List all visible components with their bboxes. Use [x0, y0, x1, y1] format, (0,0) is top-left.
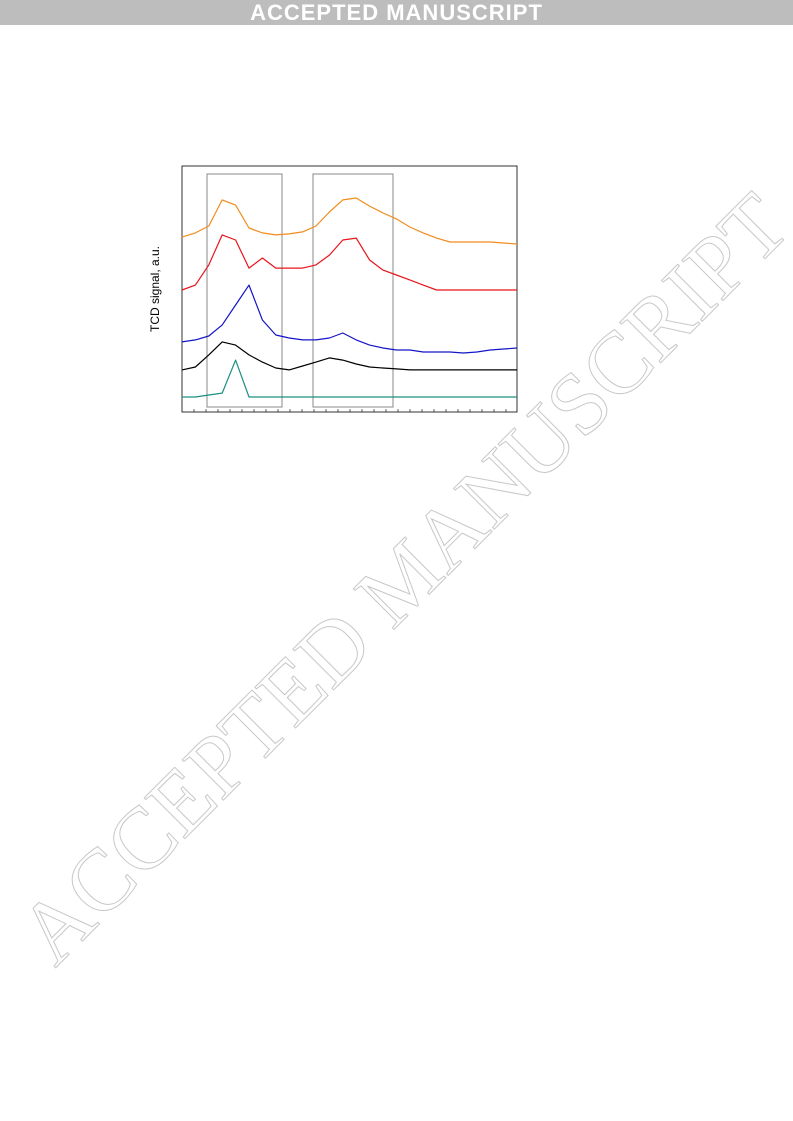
- banner: ACCEPTED MANUSCRIPT: [0, 0, 793, 25]
- series-line: [181, 197, 518, 245]
- watermark: ACCEPTED MANUSCRIPT: [1, 176, 793, 983]
- series-line: [181, 341, 517, 371]
- highlight-box: [206, 173, 283, 408]
- highlight-box: [312, 173, 394, 408]
- plot-frame: [181, 165, 518, 413]
- x-minor-ticks: [193, 409, 507, 412]
- y-axis-label: TCD signal, a.u.: [148, 246, 162, 332]
- series-line: [182, 359, 517, 398]
- series-line: [181, 284, 518, 354]
- series-line: [181, 234, 517, 291]
